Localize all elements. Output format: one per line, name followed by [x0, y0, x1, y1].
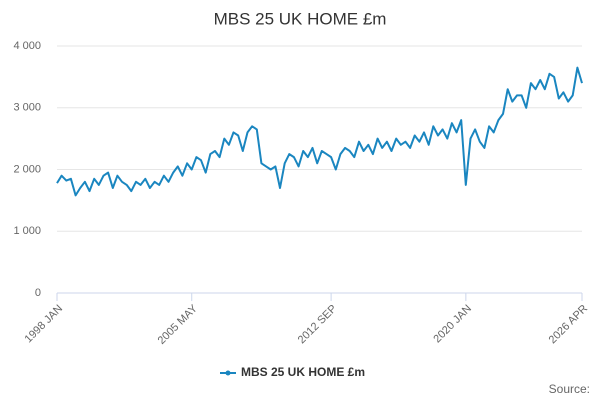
x-tick-label: 1998 JAN	[23, 303, 66, 346]
source: Source:	[549, 382, 590, 396]
y-tick-label: 1 000	[13, 225, 41, 237]
chart-title: MBS 25 UK HOME £m	[214, 9, 387, 28]
y-tick-label: 2 000	[13, 163, 41, 175]
y-tick-label: 4 000	[13, 40, 41, 52]
legend-marker	[225, 370, 231, 376]
x-tick-label: 2012 SEP	[296, 303, 340, 347]
line-series	[56, 66, 583, 197]
y-tick-label: 3 000	[13, 102, 41, 114]
x-tick-label: 2020 JAN	[431, 303, 474, 346]
x-tick-label: 2005 MAY	[156, 302, 201, 347]
y-tick-label: 0	[35, 287, 41, 299]
legend-label: MBS 25 UK HOME £m	[241, 365, 365, 379]
x-tick-label: 2026 APR	[547, 303, 591, 347]
